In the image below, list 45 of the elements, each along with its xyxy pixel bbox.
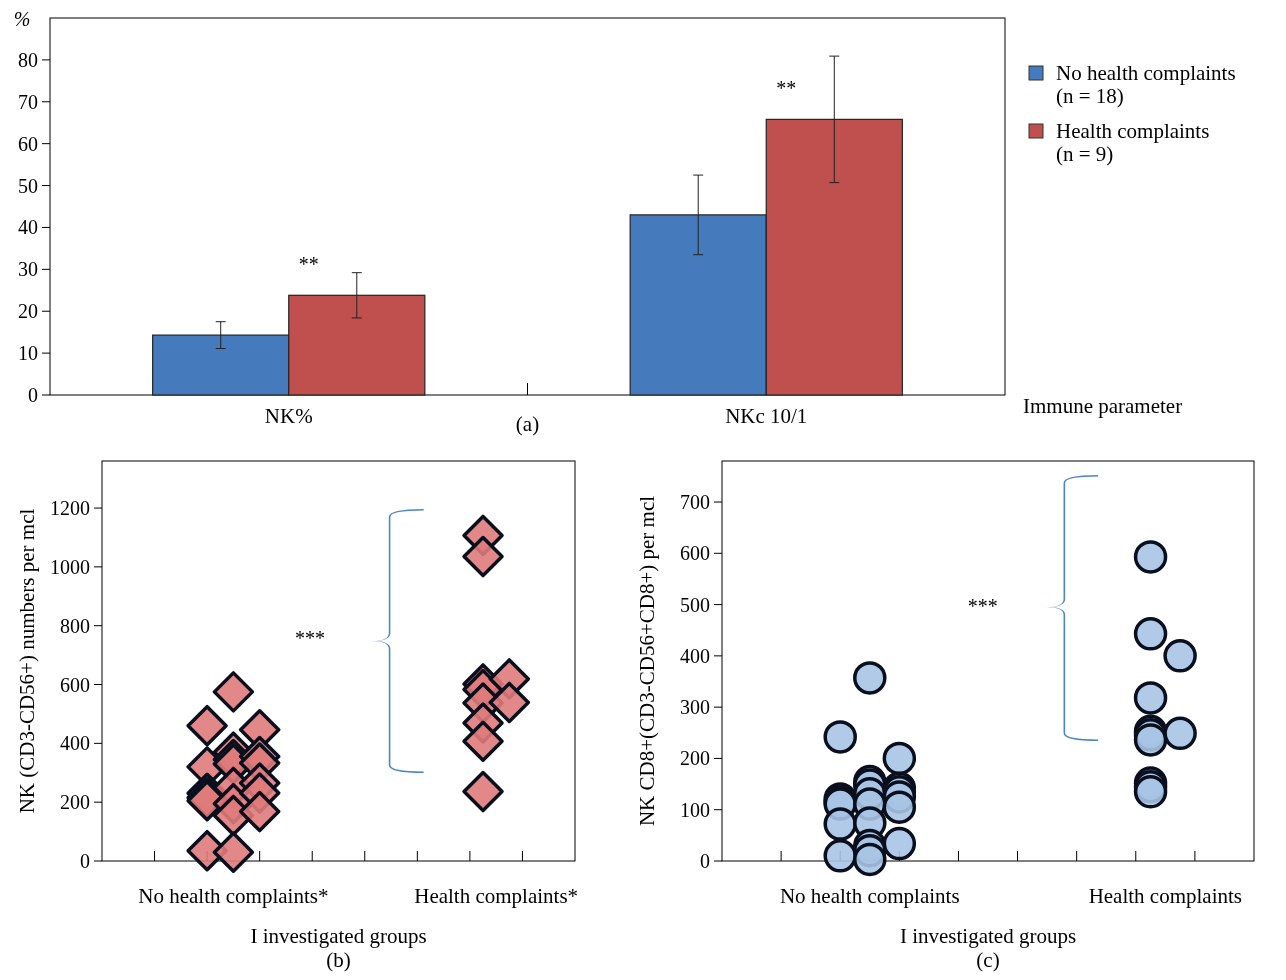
y-tick-label: 20 bbox=[18, 300, 38, 323]
y-tick-label: 1200 bbox=[50, 497, 90, 520]
text: (c) bbox=[976, 948, 1000, 972]
y-tick-label: 0 bbox=[700, 850, 710, 872]
annotation: *** bbox=[295, 627, 326, 649]
y-tick-label: 80 bbox=[18, 48, 38, 71]
y-tick-label: 800 bbox=[60, 614, 90, 637]
text: (b) bbox=[326, 948, 351, 972]
y-tick-label: 700 bbox=[680, 491, 710, 514]
y-tick-label: 200 bbox=[680, 747, 710, 770]
x-axis-title: I investigated groups bbox=[250, 924, 427, 948]
x-tick-label: Health complaints bbox=[1088, 884, 1243, 908]
x-tick-label: Health complaints* bbox=[414, 884, 579, 908]
y-tick-label: 600 bbox=[60, 673, 90, 696]
legend-label: Health complaints (n = 9) bbox=[1056, 119, 1210, 167]
x-tick-label: NK% bbox=[264, 404, 313, 428]
y-tick-label: 0 bbox=[80, 850, 90, 872]
x-axis-title: I investigated groups bbox=[899, 924, 1077, 948]
y-tick-label: 1000 bbox=[50, 555, 90, 578]
y-tick-label: 10 bbox=[18, 342, 38, 365]
y-tick-label: 100 bbox=[680, 798, 710, 821]
y-tick-label: 40 bbox=[18, 216, 38, 239]
y-axis-title: NK (CD3-CD56+) numbers per mcl bbox=[15, 508, 40, 814]
y-tick-label: 60 bbox=[18, 132, 38, 155]
y-axis-title: % bbox=[13, 8, 31, 30]
annotation: ** bbox=[776, 77, 797, 100]
annotation: *** bbox=[967, 595, 998, 617]
y-tick-label: 70 bbox=[18, 90, 38, 113]
annotation: ** bbox=[298, 253, 319, 276]
x-tick-label: No health complaints* bbox=[138, 884, 329, 908]
x-tick-label: NKc 10/1 bbox=[725, 404, 808, 428]
y-tick-label: 50 bbox=[18, 174, 38, 197]
legend-label: No health complaints (n = 18) bbox=[1056, 61, 1236, 109]
y-tick-label: 30 bbox=[18, 258, 38, 281]
y-tick-label: 200 bbox=[60, 791, 90, 814]
text: (a) bbox=[515, 412, 540, 436]
x-tick-label: No health complaints bbox=[779, 884, 960, 908]
y-tick-label: 400 bbox=[680, 644, 710, 667]
y-tick-label: 400 bbox=[60, 732, 90, 755]
y-tick-label: 500 bbox=[680, 593, 710, 616]
y-tick-label: 300 bbox=[680, 696, 710, 719]
y-tick-label: 0 bbox=[28, 384, 38, 406]
y-axis-title: NK CD8+(CD3-CD56+CD8+) per mcl bbox=[635, 495, 660, 827]
x-axis-title: Immune parameter bbox=[1023, 394, 1183, 418]
y-tick-label: 600 bbox=[680, 542, 710, 565]
